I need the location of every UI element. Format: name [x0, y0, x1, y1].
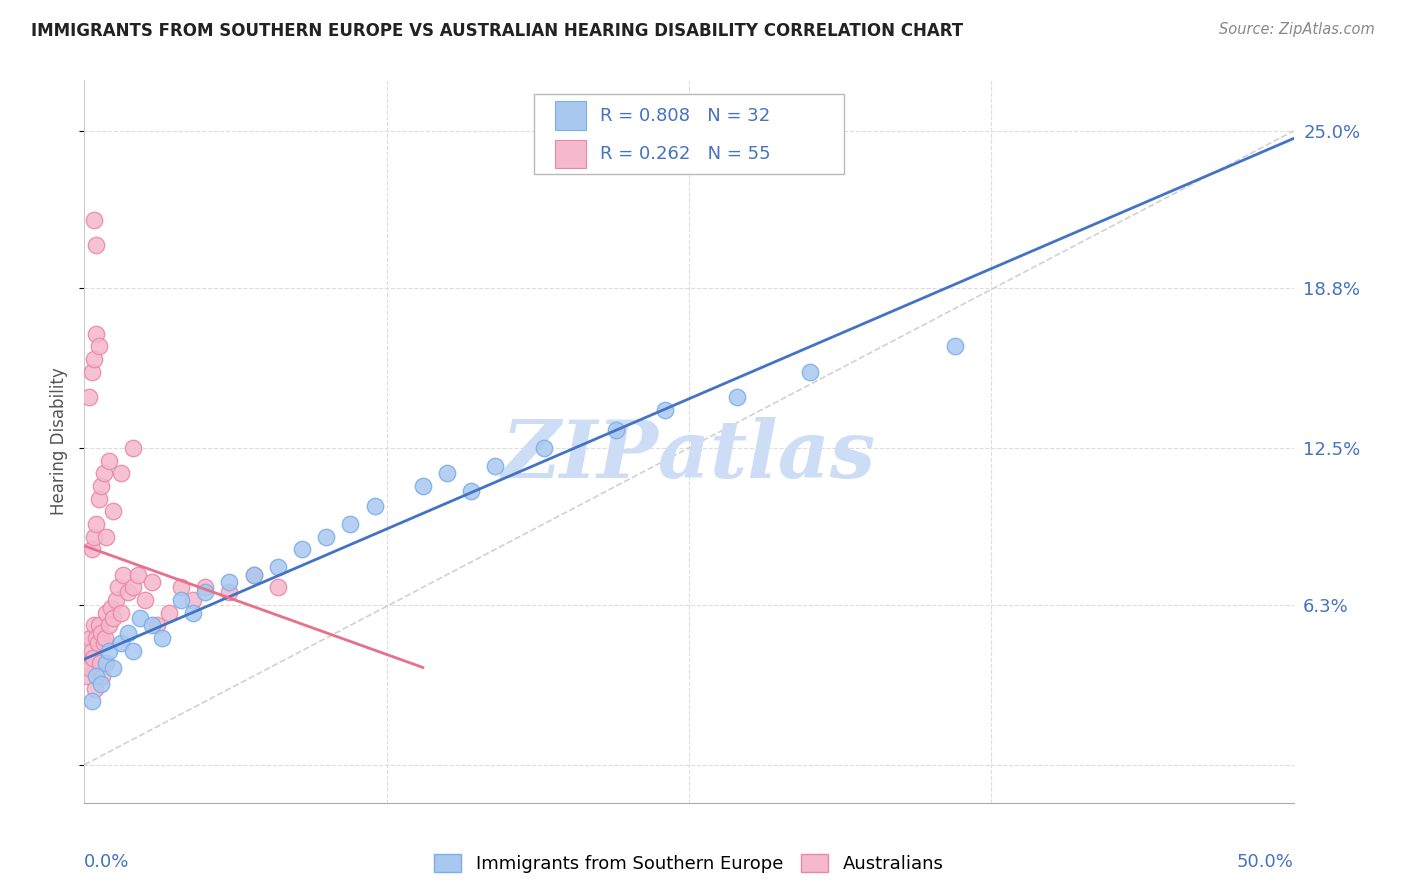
Point — [110, 606, 132, 620]
Point — [90, 479, 112, 493]
Point — [533, 441, 555, 455]
Point — [315, 530, 337, 544]
Point — [94, 657, 117, 671]
Point — [170, 593, 193, 607]
Point — [77, 661, 100, 675]
Point — [107, 580, 129, 594]
Point — [86, 238, 108, 252]
Point — [76, 669, 98, 683]
Point — [77, 390, 100, 404]
Point — [83, 618, 105, 632]
Point — [103, 504, 125, 518]
Point — [117, 626, 139, 640]
Point — [80, 694, 103, 708]
Point — [90, 626, 112, 640]
Y-axis label: Hearing Disability: Hearing Disability — [51, 368, 69, 516]
Point — [363, 499, 385, 513]
Point — [146, 618, 169, 632]
Legend: Immigrants from Southern Europe, Australians: Immigrants from Southern Europe, Austral… — [427, 847, 950, 880]
Point — [181, 593, 204, 607]
Point — [157, 606, 180, 620]
Point — [93, 636, 115, 650]
Point — [82, 651, 104, 665]
Text: R = 0.262   N = 55: R = 0.262 N = 55 — [600, 145, 770, 163]
Point — [83, 530, 105, 544]
Point — [89, 657, 111, 671]
Point — [121, 441, 143, 455]
Point — [80, 643, 103, 657]
Point — [97, 453, 120, 467]
Point — [194, 580, 217, 594]
Point — [87, 491, 110, 506]
Point — [121, 580, 143, 594]
Point — [194, 585, 217, 599]
Point — [97, 618, 120, 632]
Point — [86, 636, 108, 650]
Point — [460, 483, 482, 498]
Point — [181, 606, 204, 620]
Point — [127, 567, 149, 582]
Point — [943, 339, 966, 353]
Point — [83, 352, 105, 367]
Point — [141, 618, 163, 632]
Point — [86, 326, 108, 341]
Point — [94, 606, 117, 620]
Point — [484, 458, 506, 473]
Point — [90, 676, 112, 690]
Point — [97, 643, 120, 657]
Text: ZIP​atlas: ZIP​atlas — [502, 417, 876, 495]
Text: Source: ZipAtlas.com: Source: ZipAtlas.com — [1219, 22, 1375, 37]
Point — [77, 657, 100, 671]
Point — [110, 467, 132, 481]
Point — [104, 593, 127, 607]
Point — [218, 575, 240, 590]
Point — [86, 631, 108, 645]
Point — [110, 636, 132, 650]
Point — [87, 339, 110, 353]
Point — [654, 402, 676, 417]
Point — [339, 516, 361, 531]
Point — [94, 631, 117, 645]
Point — [291, 542, 314, 557]
Point — [725, 390, 748, 404]
Point — [436, 467, 458, 481]
Point — [150, 631, 173, 645]
Text: 50.0%: 50.0% — [1237, 854, 1294, 871]
Text: R = 0.808   N = 32: R = 0.808 N = 32 — [600, 107, 770, 125]
Point — [134, 593, 156, 607]
Point — [121, 643, 143, 657]
Point — [93, 467, 115, 481]
Point — [117, 585, 139, 599]
Text: 0.0%: 0.0% — [84, 854, 129, 871]
Point — [87, 618, 110, 632]
Point — [80, 542, 103, 557]
Point — [100, 600, 122, 615]
Point — [605, 423, 627, 437]
Point — [267, 560, 290, 574]
Point — [412, 479, 434, 493]
Point — [86, 516, 108, 531]
Point — [218, 585, 240, 599]
Point — [79, 631, 101, 645]
Point — [80, 365, 103, 379]
Point — [141, 575, 163, 590]
Point — [242, 567, 264, 582]
Point — [84, 681, 107, 696]
Point — [267, 580, 290, 594]
Point — [103, 611, 125, 625]
Point — [94, 530, 117, 544]
Point — [103, 661, 125, 675]
Point — [83, 212, 105, 227]
Point — [91, 669, 114, 683]
Point — [242, 567, 264, 582]
Point — [129, 611, 152, 625]
Point — [86, 669, 108, 683]
Point — [170, 580, 193, 594]
Point — [799, 365, 821, 379]
Text: IMMIGRANTS FROM SOUTHERN EUROPE VS AUSTRALIAN HEARING DISABILITY CORRELATION CHA: IMMIGRANTS FROM SOUTHERN EUROPE VS AUSTR… — [31, 22, 963, 40]
Point — [112, 567, 135, 582]
